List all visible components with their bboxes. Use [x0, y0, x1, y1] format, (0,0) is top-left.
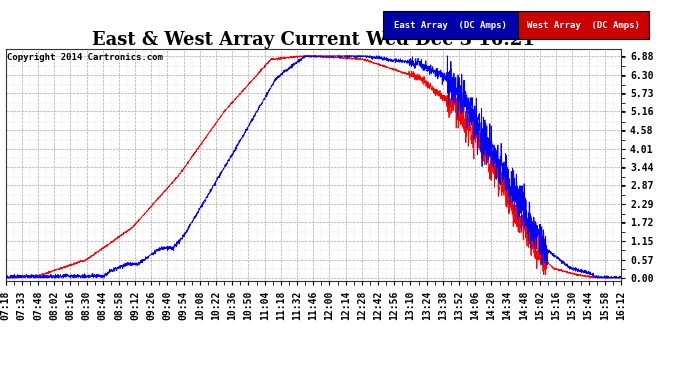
Text: East Array  (DC Amps): East Array (DC Amps) — [394, 21, 506, 30]
Text: West Array  (DC Amps): West Array (DC Amps) — [526, 21, 640, 30]
Text: Copyright 2014 Cartronics.com: Copyright 2014 Cartronics.com — [7, 53, 163, 62]
Title: East & West Array Current Wed Dec 3 16:21: East & West Array Current Wed Dec 3 16:2… — [92, 31, 535, 49]
